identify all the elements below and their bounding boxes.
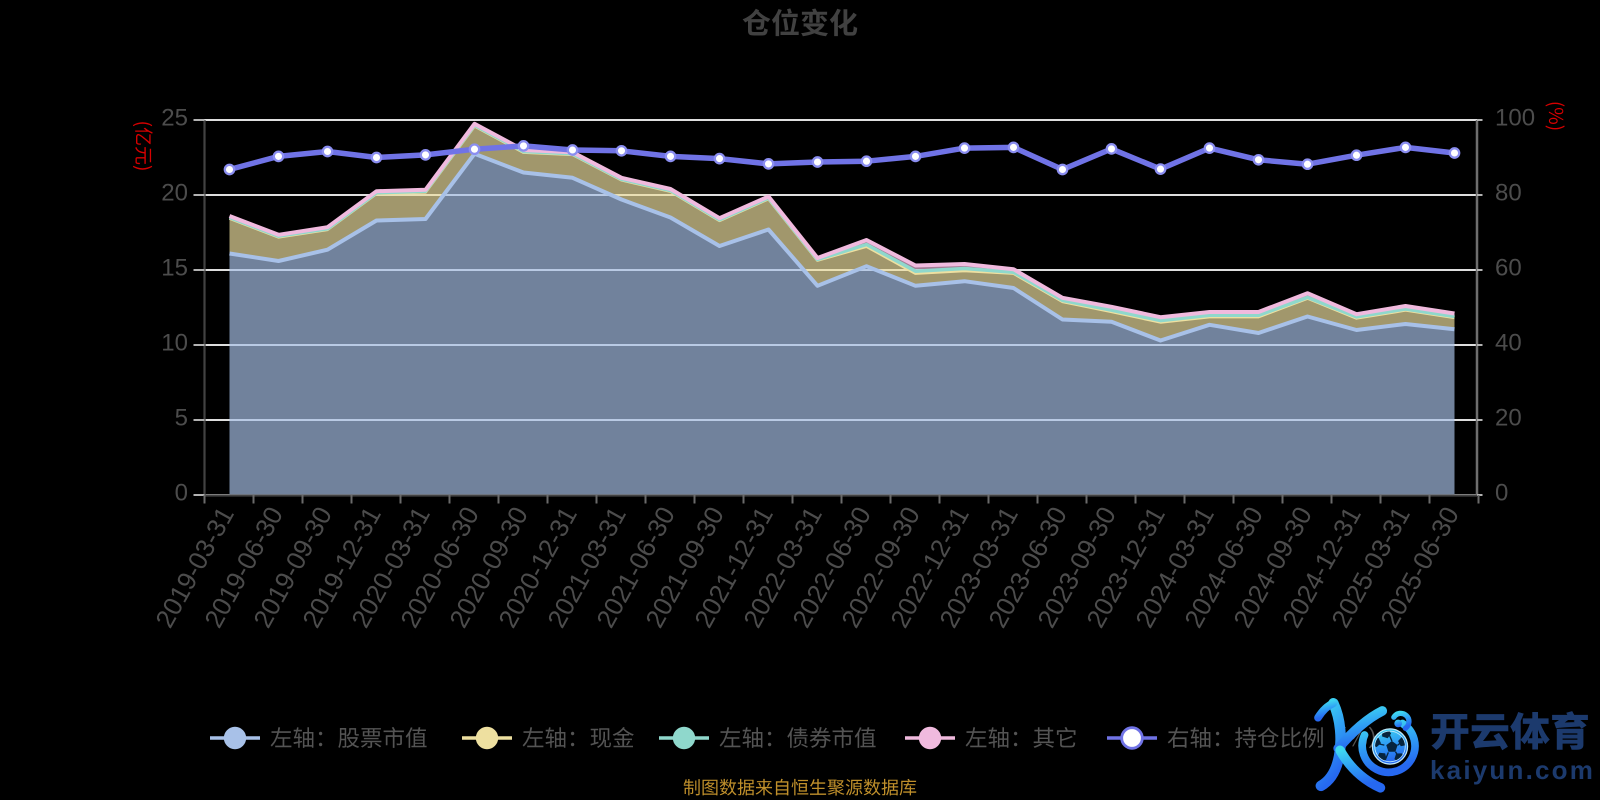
svg-text:80: 80 xyxy=(1495,180,1522,207)
svg-text:0: 0 xyxy=(1495,480,1508,507)
svg-text:60: 60 xyxy=(1495,255,1522,282)
svg-text:15: 15 xyxy=(161,255,188,282)
svg-text:0: 0 xyxy=(175,480,188,507)
svg-text:kaiyun.com: kaiyun.com xyxy=(1430,755,1595,785)
svg-text:20: 20 xyxy=(161,180,188,207)
svg-text:25: 25 xyxy=(161,105,188,132)
svg-text:5: 5 xyxy=(175,405,188,432)
svg-text:20: 20 xyxy=(1495,405,1522,432)
svg-text:10: 10 xyxy=(161,330,188,357)
svg-text:100: 100 xyxy=(1495,105,1535,132)
svg-text:40: 40 xyxy=(1495,330,1522,357)
